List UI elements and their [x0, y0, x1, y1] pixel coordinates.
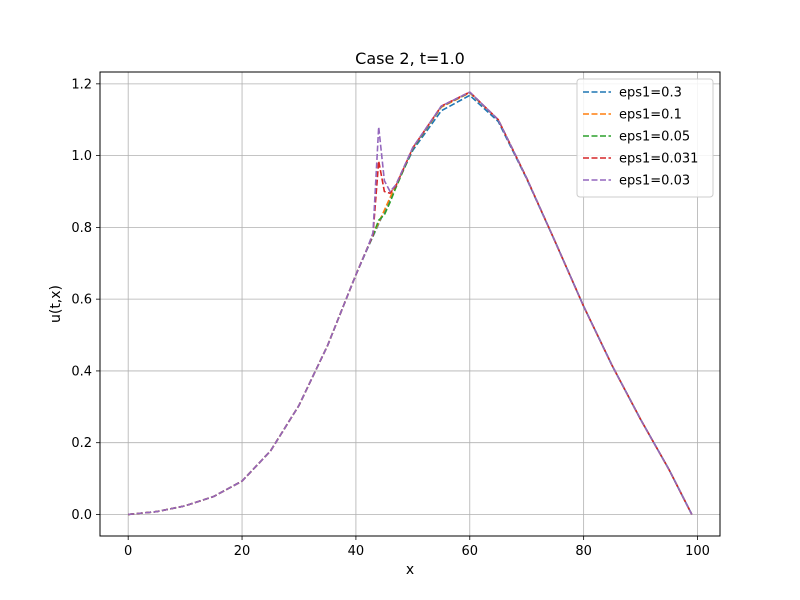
series-lines: [128, 91, 693, 516]
x-tick-label: 20: [234, 544, 251, 559]
x-tick-label: 100: [685, 544, 710, 559]
legend: eps1=0.3 eps1=0.1 eps1=0.05 eps1=0.031 eps1=…: [576, 78, 714, 198]
x-tick-label: 80: [575, 544, 592, 559]
x-tick-label: 40: [348, 544, 365, 559]
y-tick-label: 1.2: [71, 77, 92, 92]
series-line-4: [128, 91, 693, 516]
x-tick-label: 60: [462, 544, 479, 559]
legend-label: eps1=0.3: [619, 86, 682, 101]
y-tick-label: 1.0: [71, 149, 92, 164]
y-tick-label: 0.6: [71, 293, 92, 308]
legend-label: eps1=0.1: [619, 108, 682, 123]
legend-label: eps1=0.03: [619, 174, 690, 189]
y-tick-label: 0.0: [71, 508, 92, 523]
legend-box: [576, 78, 714, 198]
grid: [100, 72, 720, 536]
y-tick-label: 0.4: [71, 364, 92, 379]
x-axis-ticks: 0 20 40 60 80 100: [124, 536, 710, 559]
y-axis-label: u(t,x): [48, 285, 64, 323]
legend-label: eps1=0.031: [619, 152, 698, 167]
chart-title: Case 2, t=1.0: [355, 49, 465, 68]
legend-label: eps1=0.05: [619, 130, 690, 145]
y-tick-label: 0.8: [71, 221, 92, 236]
plot-frame: [99, 71, 721, 537]
x-axis-label: x: [406, 562, 414, 578]
y-axis-ticks: 0.0 0.2 0.4 0.6 0.8 1.0 1.2: [71, 77, 100, 523]
y-tick-label: 0.2: [71, 436, 92, 451]
x-tick-label: 0: [124, 544, 132, 559]
